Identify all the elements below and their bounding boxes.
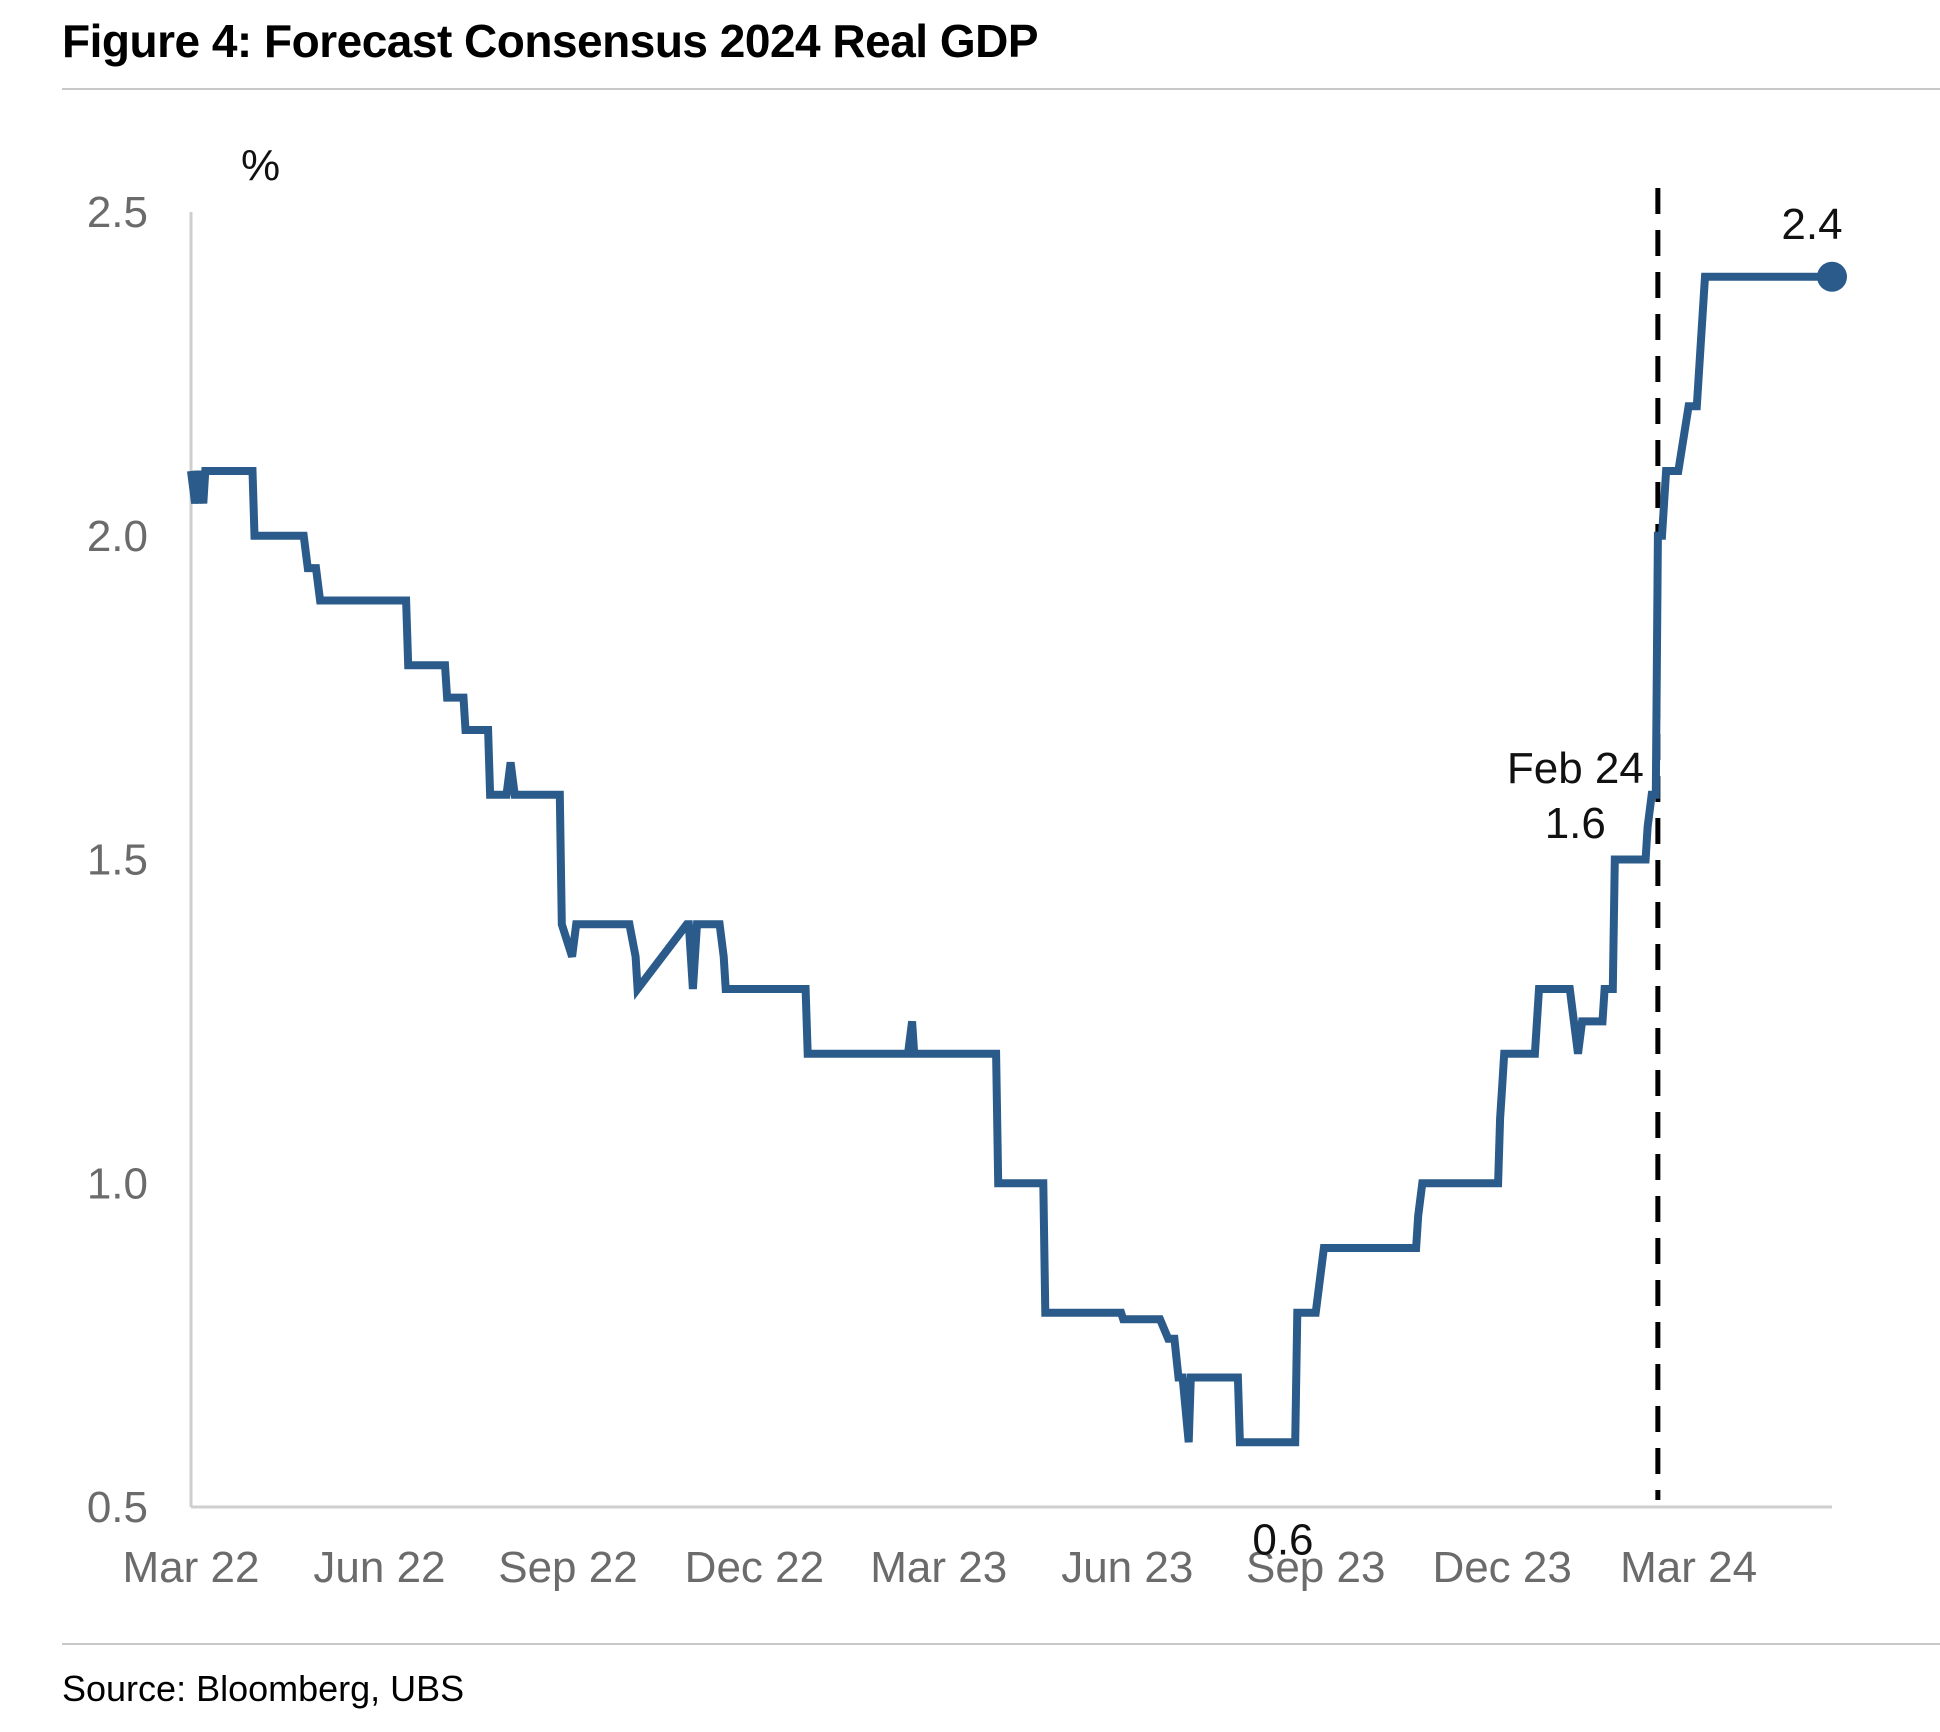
latest-annotation-value: 2.4 <box>1781 200 1842 249</box>
y-tick-label-0: 0.5 <box>87 1483 148 1532</box>
source-divider <box>62 1643 1940 1645</box>
chart-title: Figure 4: Forecast Consensus 2024 Real G… <box>62 15 1039 67</box>
y-tick-label-1: 1.0 <box>87 1159 148 1208</box>
x-tick-label-1: Jun 22 <box>313 1543 445 1592</box>
y-axis-unit-label: % <box>241 141 280 190</box>
x-tick-label-0: Mar 22 <box>123 1543 260 1592</box>
line-chart: 0.5 1.0 1.5 2.0 2.5 Mar 22 Jun 22 Sep 22 Dec 22… <box>87 141 1847 1592</box>
x-tick-label-7: Dec 23 <box>1432 1543 1571 1592</box>
y-tick-label-3: 2.0 <box>87 512 148 561</box>
x-tick-label-5: Jun 23 <box>1061 1543 1193 1592</box>
event-annotation-label: Feb 24 <box>1507 744 1644 793</box>
y-tick-label-2: 1.5 <box>87 836 148 885</box>
x-tick-label-3: Dec 22 <box>685 1543 824 1592</box>
latest-value-marker <box>1817 261 1847 292</box>
y-tick-label-4: 2.5 <box>87 188 148 237</box>
title-divider <box>62 88 1940 90</box>
minimum-annotation-value: 0.6 <box>1252 1515 1313 1564</box>
x-tick-label-8: Mar 24 <box>1620 1543 1757 1592</box>
gdp-forecast-series-line <box>187 272 1832 1447</box>
x-tick-label-2: Sep 22 <box>498 1543 637 1592</box>
event-annotation-value: 1.6 <box>1545 799 1606 848</box>
x-tick-label-4: Mar 23 <box>870 1543 1007 1592</box>
x-tick-label-6: Sep 23 <box>1246 1543 1385 1592</box>
source-note: Source: Bloomberg, UBS <box>62 1668 465 1709</box>
